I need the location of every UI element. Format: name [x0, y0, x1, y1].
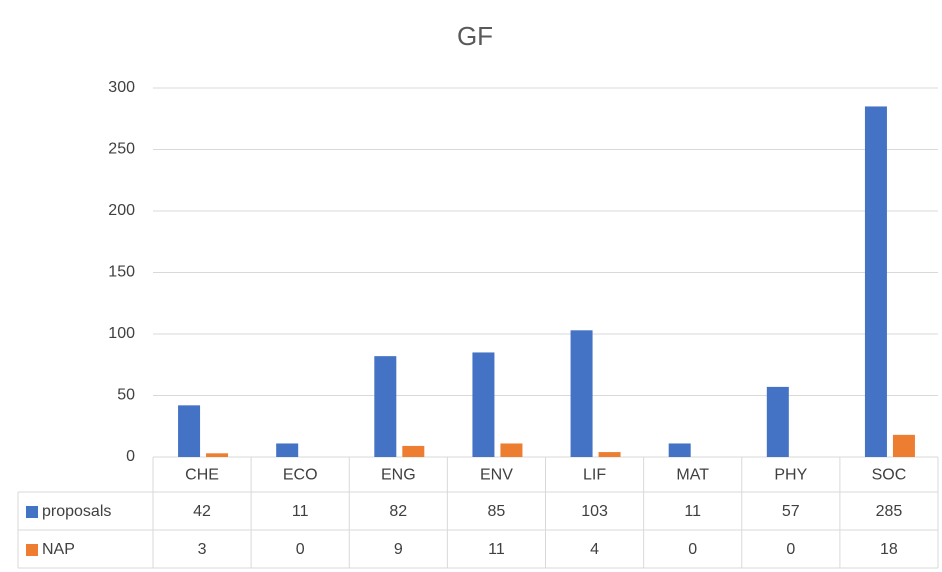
table-value: 285 — [876, 503, 903, 520]
bar — [276, 443, 299, 457]
legend-swatch — [26, 506, 38, 518]
table-value: 0 — [296, 541, 305, 558]
table-value: 11 — [684, 503, 701, 520]
legend-label: proposals — [42, 503, 111, 520]
x-tick-label: ENV — [480, 467, 513, 484]
table-value: 85 — [488, 503, 506, 520]
table-value: 42 — [193, 503, 211, 520]
legend-swatch — [26, 544, 38, 556]
bar — [570, 330, 593, 457]
bar — [500, 443, 523, 457]
bar — [766, 386, 789, 457]
bar — [472, 352, 495, 457]
y-tick-label: 100 — [108, 325, 135, 342]
legend-label: NAP — [42, 541, 75, 558]
table-value: 4 — [590, 541, 599, 558]
bar — [668, 443, 691, 457]
table-value: 57 — [782, 503, 800, 520]
table-value: 82 — [389, 503, 407, 520]
x-tick-label: LIF — [583, 467, 606, 484]
y-tick-label: 0 — [126, 448, 135, 465]
y-tick-label: 300 — [108, 79, 135, 96]
table-value: 103 — [581, 503, 608, 520]
table-value: 0 — [688, 541, 697, 558]
table-value: 3 — [198, 541, 207, 558]
bar — [402, 445, 425, 457]
y-tick-label: 200 — [108, 202, 135, 219]
bar — [374, 356, 397, 457]
y-tick-label: 150 — [108, 264, 135, 281]
bar — [892, 434, 915, 457]
x-tick-label: PHY — [774, 467, 807, 484]
table-value: 18 — [880, 541, 898, 558]
table-value: 11 — [292, 503, 309, 520]
table-value: 9 — [394, 541, 403, 558]
y-tick-label: 250 — [108, 141, 135, 158]
x-tick-label: ECO — [283, 467, 318, 484]
chart-title: GF — [457, 21, 493, 51]
bar — [206, 453, 229, 457]
y-tick-label: 50 — [117, 387, 135, 404]
table-value: 0 — [786, 541, 795, 558]
table-value: 11 — [488, 541, 505, 558]
x-tick-label: MAT — [676, 467, 709, 484]
bar — [598, 452, 621, 457]
x-tick-label: SOC — [872, 467, 907, 484]
bar — [178, 405, 201, 457]
x-tick-label: ENG — [381, 467, 416, 484]
x-tick-label: CHE — [185, 467, 219, 484]
bar — [864, 106, 887, 457]
